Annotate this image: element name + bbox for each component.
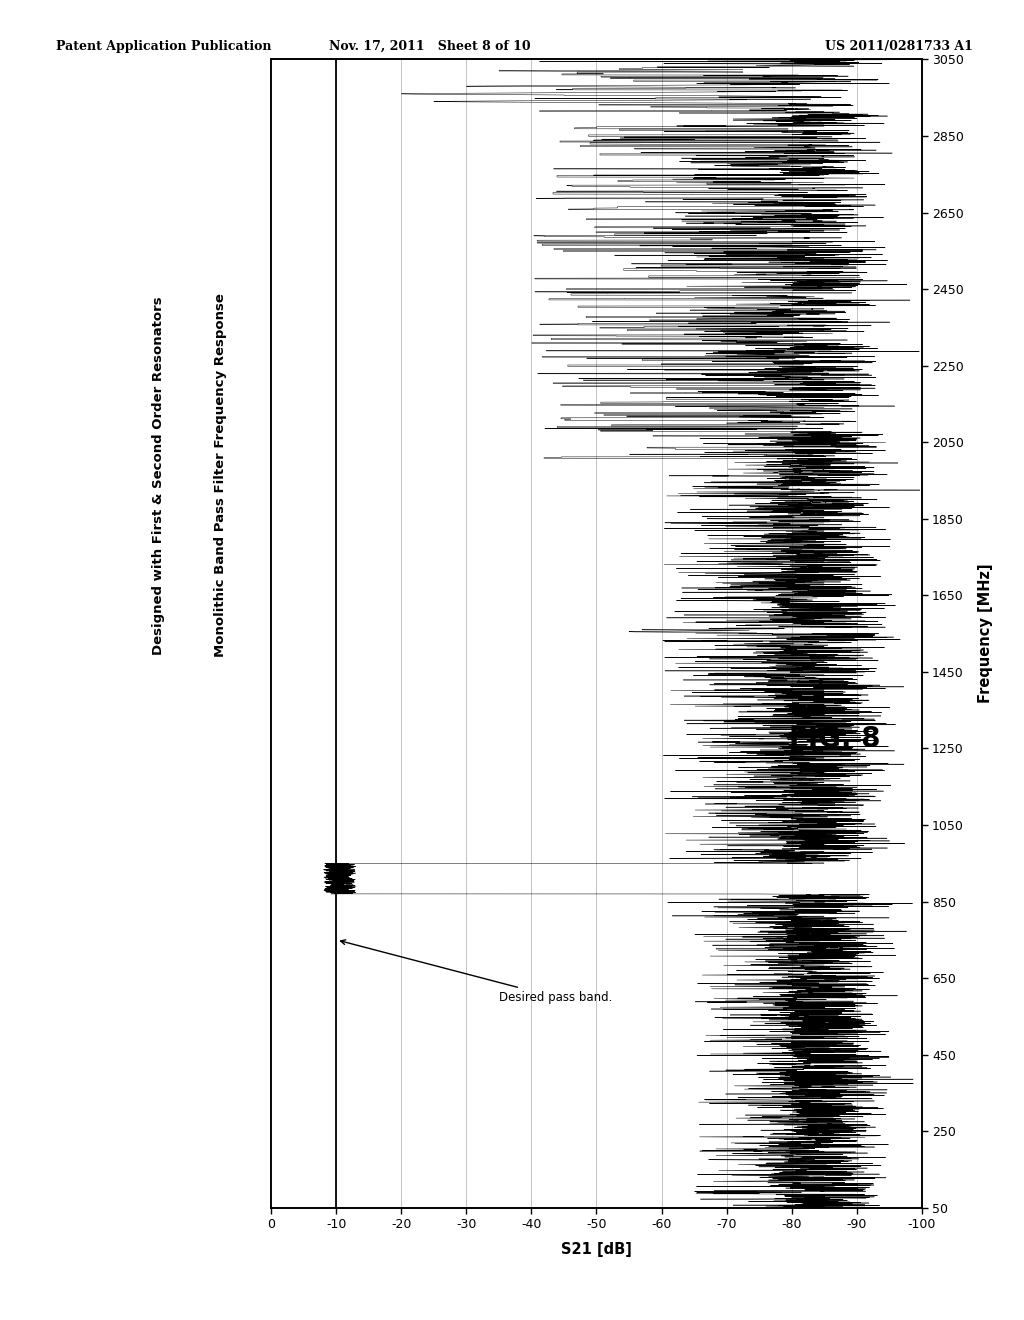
Text: Designed with First & Second Order Resonators: Designed with First & Second Order Reson… xyxy=(153,296,165,655)
Text: US 2011/0281733 A1: US 2011/0281733 A1 xyxy=(825,40,973,53)
Text: Monolithic Band Pass Filter Frequency Response: Monolithic Band Pass Filter Frequency Re… xyxy=(214,293,226,657)
Text: Patent Application Publication: Patent Application Publication xyxy=(56,40,271,53)
Text: FIG. 8: FIG. 8 xyxy=(788,725,881,754)
Text: Desired pass band.: Desired pass band. xyxy=(341,940,612,1003)
X-axis label: S21 [dB]: S21 [dB] xyxy=(561,1242,632,1258)
Y-axis label: Frequency [MHz]: Frequency [MHz] xyxy=(978,564,993,704)
Text: Nov. 17, 2011   Sheet 8 of 10: Nov. 17, 2011 Sheet 8 of 10 xyxy=(330,40,530,53)
